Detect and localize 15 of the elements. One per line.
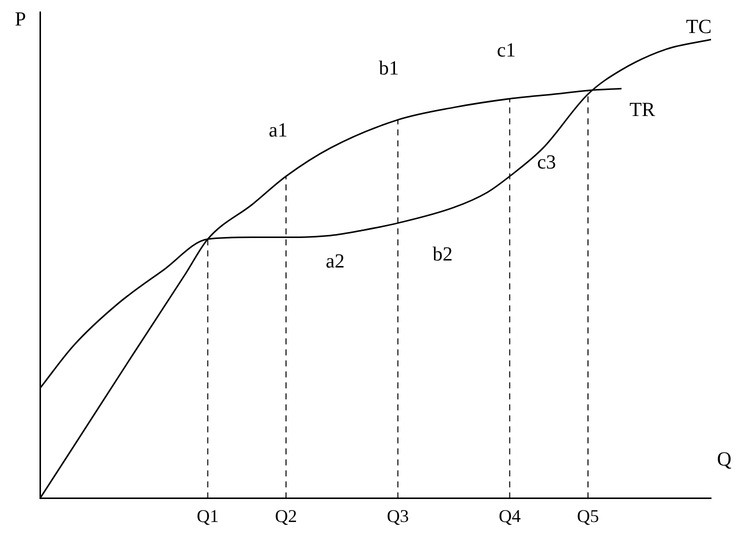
annotation: b2 [432,243,453,266]
x-tick-label: Q1 [196,506,219,526]
series-label: TR [630,98,656,121]
annotation: c1 [496,39,516,62]
annotation: c3 [537,152,556,174]
x-axis-title: Q [717,448,732,471]
annotation: a2 [326,250,345,272]
annotation: a1 [268,120,288,142]
x-tick-label: Q2 [275,506,298,526]
series-label: TC [686,16,712,38]
annotation: b1 [378,58,399,80]
x-tick-label: Q5 [576,506,599,526]
y-axis-title: P [14,8,26,30]
x-tick-label: Q3 [386,506,409,526]
x-tick-label: Q4 [498,506,521,526]
